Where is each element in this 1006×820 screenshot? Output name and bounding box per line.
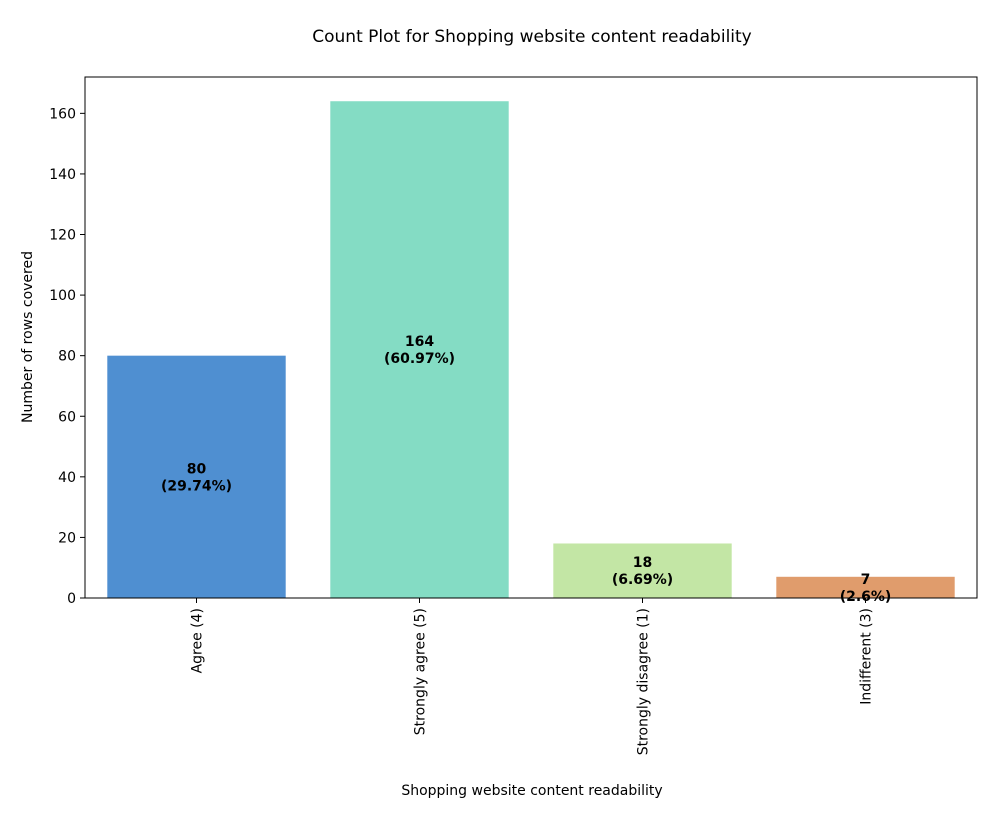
y-tick-label-1: 20 xyxy=(58,530,76,546)
data-labels-layer: 80(29.74%) 164(60.97%) 18(6.69%) 7(2.6%) xyxy=(161,334,891,605)
axes-layer xyxy=(84,76,978,599)
y-tick-label-8: 160 xyxy=(49,106,76,122)
data-label-1-0: 164 xyxy=(405,334,434,350)
x-tick-label-0: Agree (4) xyxy=(190,608,206,673)
y-tick-label-7: 140 xyxy=(49,167,76,183)
y-tick-label-4: 80 xyxy=(58,349,76,365)
y-tick-label-6: 120 xyxy=(49,228,76,244)
y-axis-label: Number of rows covered xyxy=(20,251,36,423)
bar-0 xyxy=(107,355,286,598)
data-label-2-1: (6.69%) xyxy=(612,572,673,588)
x-axis-ticks: Agree (4) Strongly agree (5) Strongly disa… xyxy=(190,598,875,755)
y-tick-label-5: 100 xyxy=(49,288,76,304)
x-tick-label-2: Strongly disagree (1) xyxy=(636,608,652,755)
data-label-1-1: (60.97%) xyxy=(384,351,455,367)
data-label-0-1: (29.74%) xyxy=(161,478,232,494)
x-tick-label-3: Indifferent (3) xyxy=(859,608,875,705)
chart-title: Count Plot for Shopping website content … xyxy=(312,27,752,47)
y-tick-label-3: 60 xyxy=(58,409,76,425)
bar-2 xyxy=(553,543,732,598)
data-label-3-1: (2.6%) xyxy=(840,589,892,605)
y-tick-label-2: 40 xyxy=(58,470,76,486)
bar-1 xyxy=(330,101,509,599)
data-label-3-0: 7 xyxy=(861,572,871,588)
bar-3 xyxy=(776,576,955,598)
data-label-2-0: 18 xyxy=(633,555,652,571)
x-axis-label: Shopping website content readability xyxy=(401,783,662,799)
plot-frame xyxy=(84,76,978,599)
x-tick-label-1: Strongly agree (5) xyxy=(413,608,429,735)
y-axis-ticks: 0 20 40 60 80 100 120 140 160 xyxy=(49,106,85,607)
data-label-0-0: 80 xyxy=(187,461,207,477)
y-tick-label-0: 0 xyxy=(67,591,76,607)
bars-layer xyxy=(107,101,955,599)
